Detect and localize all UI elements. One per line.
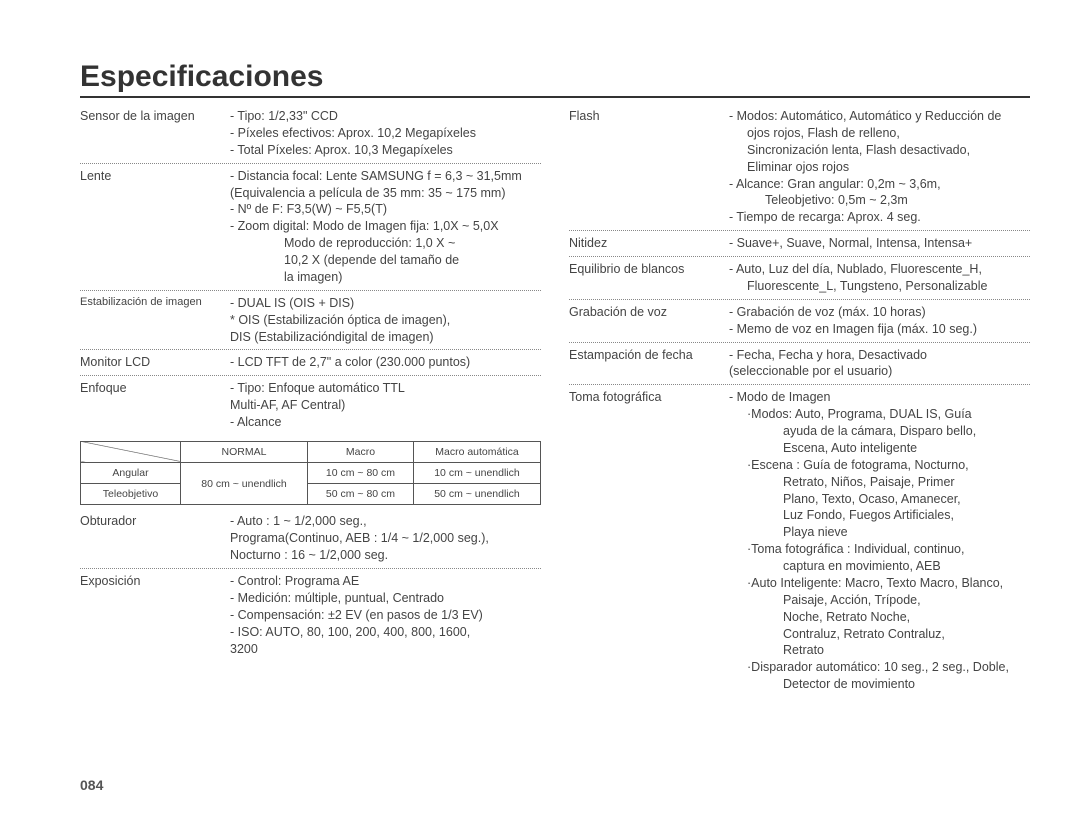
- spec-exposicion: Exposición - Control: Programa AE - Medi…: [80, 569, 541, 661]
- spec-label: Estampación de fecha: [569, 347, 729, 381]
- table-row: NORMAL Macro Macro automática: [81, 441, 541, 462]
- spec-label: Equilibrio de blancos: [569, 261, 729, 295]
- spec-nitidez: Nitidez - Suave+, Suave, Normal, Intensa…: [569, 231, 1030, 257]
- spec-toma: Toma fotográfica - Modo de Imagen ·Modos…: [569, 385, 1030, 697]
- spec-label: Lente: [80, 168, 230, 286]
- spec-monitor: Monitor LCD - LCD TFT de 2,7" a color (2…: [80, 350, 541, 376]
- table-cell: 80 cm ~ unendlich: [181, 463, 308, 505]
- page: Especificaciones Sensor de la imagen - T…: [0, 0, 1080, 697]
- page-title: Especificaciones: [80, 60, 1030, 98]
- spec-label: Monitor LCD: [80, 354, 230, 371]
- spec-label: Nitidez: [569, 235, 729, 252]
- focus-range-table: NORMAL Macro Macro automática Angular 80…: [80, 441, 541, 506]
- spec-value: - Distancia focal: Lente SAMSUNG f = 6,3…: [230, 168, 541, 286]
- spec-label: Obturador: [80, 513, 230, 564]
- spec-value: - DUAL IS (OIS + DIS) * OIS (Estabilizac…: [230, 295, 541, 346]
- table-col-header: Macro automática: [413, 441, 540, 462]
- page-number: 084: [80, 777, 103, 793]
- table-row-header: Teleobjetivo: [81, 484, 181, 505]
- spec-value: - Modo de Imagen ·Modos: Auto, Programa,…: [729, 389, 1030, 693]
- spec-blancos: Equilibrio de blancos - Auto, Luz del dí…: [569, 257, 1030, 300]
- spec-value: - Fecha, Fecha y hora, Desactivado (sele…: [729, 347, 1030, 381]
- spec-value: - Grabación de voz (máx. 10 horas) - Mem…: [729, 304, 1030, 338]
- spec-label: Flash: [569, 108, 729, 226]
- spec-value: - Tipo: Enfoque automático TTL Multi-AF,…: [230, 380, 541, 431]
- spec-value: - Suave+, Suave, Normal, Intensa, Intens…: [729, 235, 1030, 252]
- table-col-header: NORMAL: [181, 441, 308, 462]
- spec-obturador: Obturador - Auto : 1 ~ 1/2,000 seg., Pro…: [80, 509, 541, 569]
- table-cell: 50 cm ~ unendlich: [413, 484, 540, 505]
- spec-label: Sensor de la imagen: [80, 108, 230, 159]
- spec-value: - Modos: Automático, Automático y Reducc…: [729, 108, 1030, 226]
- table-col-header: Macro: [308, 441, 414, 462]
- table-cell: 10 cm ~ unendlich: [413, 463, 540, 484]
- table-cell: 50 cm ~ 80 cm: [308, 484, 414, 505]
- spec-value: - Auto, Luz del día, Nublado, Fluorescen…: [729, 261, 1030, 295]
- spec-lente: Lente - Distancia focal: Lente SAMSUNG f…: [80, 164, 541, 291]
- left-column: Sensor de la imagen - Tipo: 1/2,33" CCD …: [80, 104, 541, 697]
- spec-sensor: Sensor de la imagen - Tipo: 1/2,33" CCD …: [80, 104, 541, 164]
- spec-label: Estabilización de imagen: [80, 295, 230, 346]
- table-diag-cell: [81, 441, 181, 462]
- spec-value: - LCD TFT de 2,7" a color (230.000 punto…: [230, 354, 541, 371]
- spec-label: Toma fotográfica: [569, 389, 729, 693]
- spec-label: Enfoque: [80, 380, 230, 431]
- columns: Sensor de la imagen - Tipo: 1/2,33" CCD …: [80, 104, 1030, 697]
- spec-flash: Flash - Modos: Automático, Automático y …: [569, 104, 1030, 231]
- spec-value: - Auto : 1 ~ 1/2,000 seg., Programa(Cont…: [230, 513, 541, 564]
- table-cell: 10 cm ~ 80 cm: [308, 463, 414, 484]
- spec-value: - Control: Programa AE - Medición: múlti…: [230, 573, 541, 657]
- right-column: Flash - Modos: Automático, Automático y …: [569, 104, 1030, 697]
- spec-fecha: Estampación de fecha - Fecha, Fecha y ho…: [569, 343, 1030, 386]
- table-row: Teleobjetivo 50 cm ~ 80 cm 50 cm ~ unend…: [81, 484, 541, 505]
- table-row: Angular 80 cm ~ unendlich 10 cm ~ 80 cm …: [81, 463, 541, 484]
- spec-value: - Tipo: 1/2,33" CCD - Píxeles efectivos:…: [230, 108, 541, 159]
- table-row-header: Angular: [81, 463, 181, 484]
- spec-label: Grabación de voz: [569, 304, 729, 338]
- spec-label: Exposición: [80, 573, 230, 657]
- spec-voz: Grabación de voz - Grabación de voz (máx…: [569, 300, 1030, 343]
- spec-estab: Estabilización de imagen - DUAL IS (OIS …: [80, 291, 541, 351]
- spec-enfoque: Enfoque - Tipo: Enfoque automático TTL M…: [80, 376, 541, 435]
